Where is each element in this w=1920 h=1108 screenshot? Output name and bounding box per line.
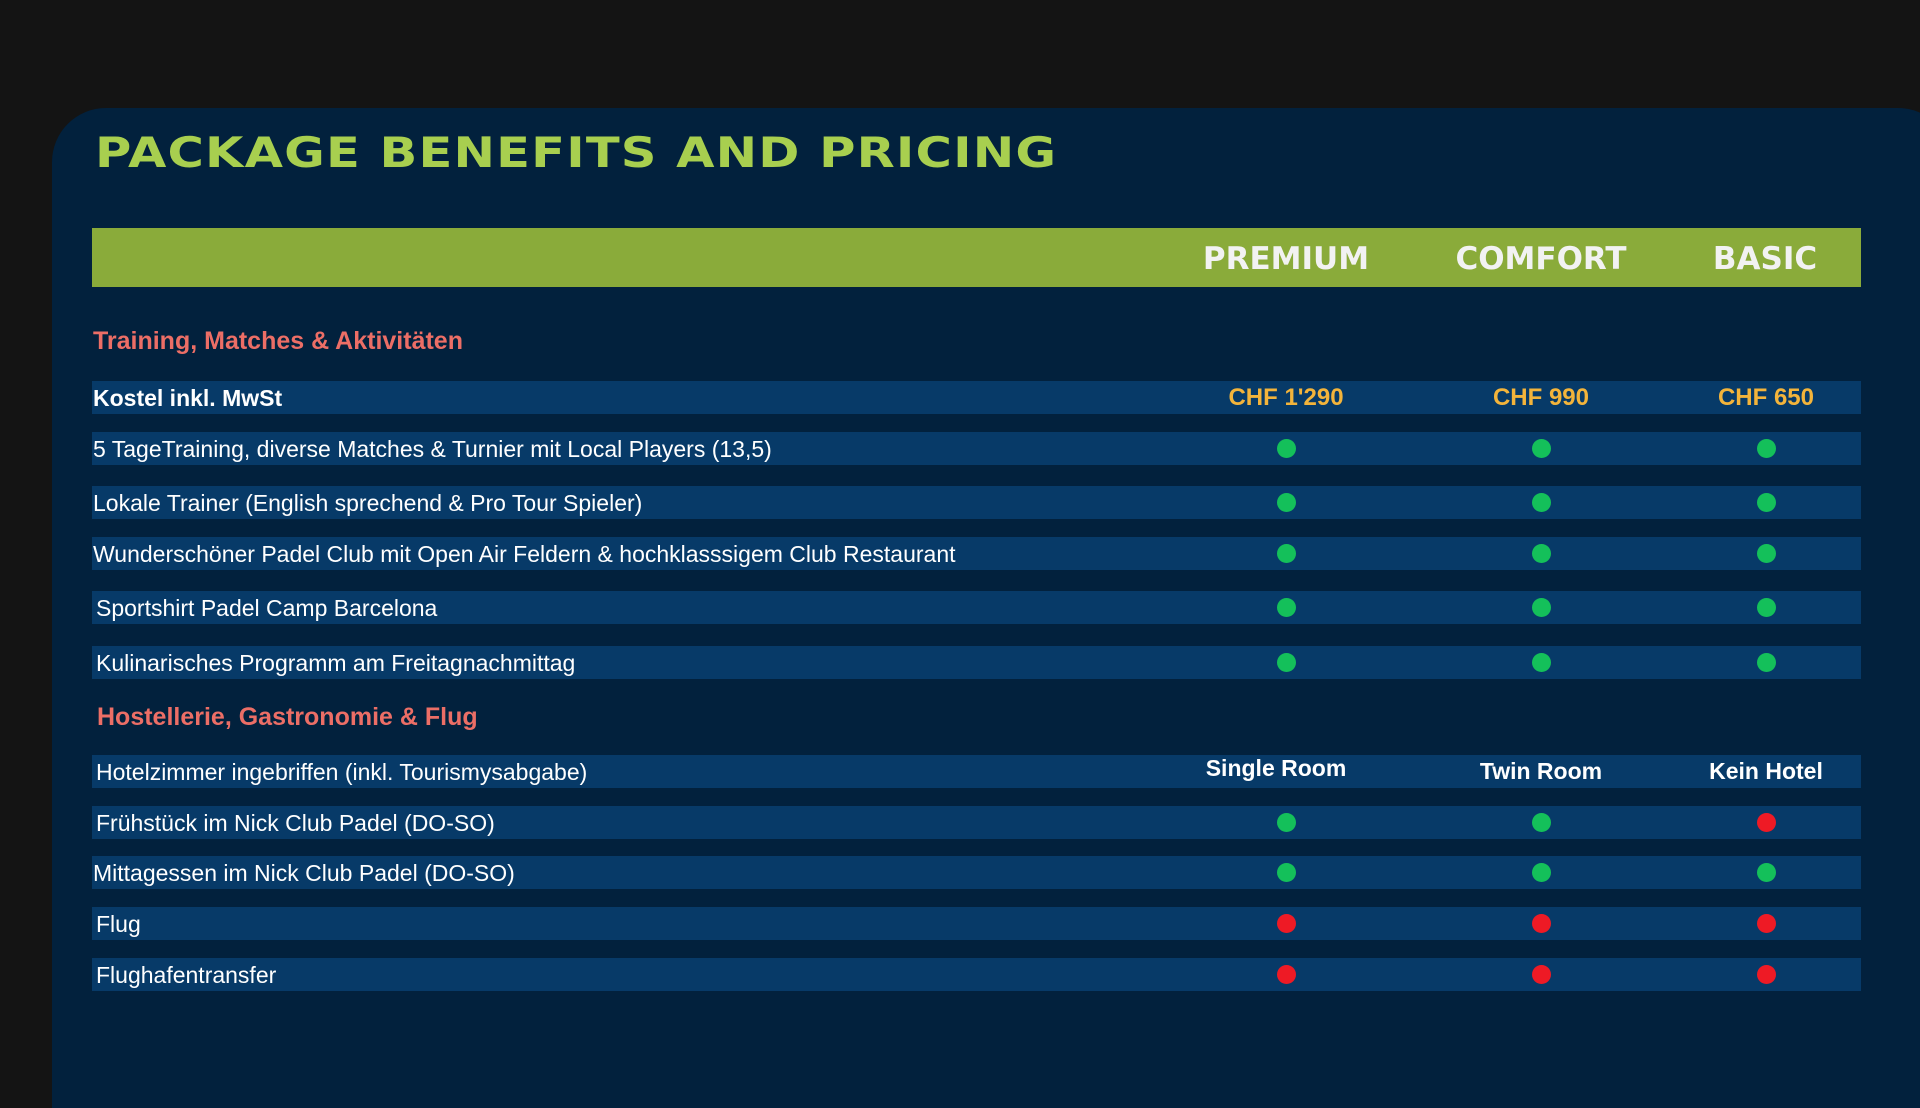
row-label: Kostel inkl. MwSt: [93, 385, 283, 411]
room-comfort: Twin Room: [1479, 758, 1603, 784]
not-included-icon: [1276, 965, 1296, 984]
price-comfort: CHF 990: [1492, 383, 1590, 411]
included-icon: [1276, 598, 1296, 617]
section-title-hostellerie: Hostellerie, Gastronomie & Flug: [97, 703, 478, 731]
row-label: Hotelzimmer ingebriffen (inkl. Tourismys…: [96, 759, 588, 785]
column-header-basic: BASIC: [1712, 241, 1818, 277]
not-included-icon: [1276, 914, 1296, 933]
table-row: Sportshirt Padel Camp Barcelona: [92, 591, 1861, 624]
included-icon: [1531, 544, 1551, 563]
included-icon: [1756, 598, 1776, 617]
included-icon: [1756, 544, 1776, 563]
not-included-icon: [1531, 914, 1551, 933]
included-icon: [1531, 863, 1551, 882]
included-icon: [1531, 813, 1551, 832]
table-row: Kulinarisches Programm am Freitagnachmit…: [92, 646, 1861, 679]
row-label: Flug: [96, 911, 141, 937]
included-icon: [1756, 653, 1776, 672]
included-icon: [1756, 863, 1776, 882]
room-basic: Kein Hotel: [1709, 758, 1823, 784]
included-icon: [1531, 493, 1551, 512]
included-icon: [1531, 598, 1551, 617]
table-row: Lokale Trainer (English sprechend & Pro …: [92, 486, 1861, 519]
section-title-training: Training, Matches & Aktivitäten: [93, 327, 463, 355]
table-row: Mittagessen im Nick Club Padel (DO-SO): [92, 856, 1861, 889]
room-premium: Single Room: [1205, 755, 1347, 781]
row-label: Frühstück im Nick Club Padel (DO-SO): [96, 810, 495, 836]
included-icon: [1276, 653, 1296, 672]
row-label: Flughafentransfer: [96, 962, 277, 988]
row-label: Sportshirt Padel Camp Barcelona: [96, 595, 438, 621]
included-icon: [1276, 813, 1296, 832]
included-icon: [1531, 439, 1551, 458]
table-row-room: Hotelzimmer ingebriffen (inkl. Tourismys…: [92, 755, 1861, 788]
included-icon: [1531, 653, 1551, 672]
page-title: PACKAGE BENEFITS AND PRICING: [95, 128, 1058, 177]
not-included-icon: [1756, 965, 1776, 984]
table-row: Frühstück im Nick Club Padel (DO-SO): [92, 806, 1861, 839]
price-basic: CHF 650: [1717, 383, 1815, 411]
included-icon: [1276, 439, 1296, 458]
table-row: Flug: [92, 907, 1861, 940]
table-header: PREMIUM COMFORT BASIC: [92, 228, 1861, 287]
column-header-comfort: COMFORT: [1455, 241, 1627, 277]
included-icon: [1276, 493, 1296, 512]
included-icon: [1276, 863, 1296, 882]
table-row: Wunderschöner Padel Club mit Open Air Fe…: [92, 537, 1861, 570]
row-label: 5 TageTraining, diverse Matches & Turnie…: [93, 436, 772, 462]
row-label: Wunderschöner Padel Club mit Open Air Fe…: [93, 541, 956, 567]
table-row: Flughafentransfer: [92, 958, 1861, 991]
included-icon: [1756, 439, 1776, 458]
included-icon: [1756, 493, 1776, 512]
not-included-icon: [1756, 813, 1776, 832]
table-row-price: Kostel inkl. MwSt CHF 1'290 CHF 990 CHF …: [92, 381, 1861, 414]
row-label: Kulinarisches Programm am Freitagnachmit…: [96, 650, 576, 676]
row-label: Mittagessen im Nick Club Padel (DO-SO): [93, 860, 515, 886]
price-premium: CHF 1'290: [1228, 383, 1344, 411]
table-row: 5 TageTraining, diverse Matches & Turnie…: [92, 432, 1861, 465]
row-label: Lokale Trainer (English sprechend & Pro …: [93, 490, 643, 516]
not-included-icon: [1531, 965, 1551, 984]
column-header-premium: PREMIUM: [1202, 241, 1370, 277]
included-icon: [1276, 544, 1296, 563]
not-included-icon: [1756, 914, 1776, 933]
